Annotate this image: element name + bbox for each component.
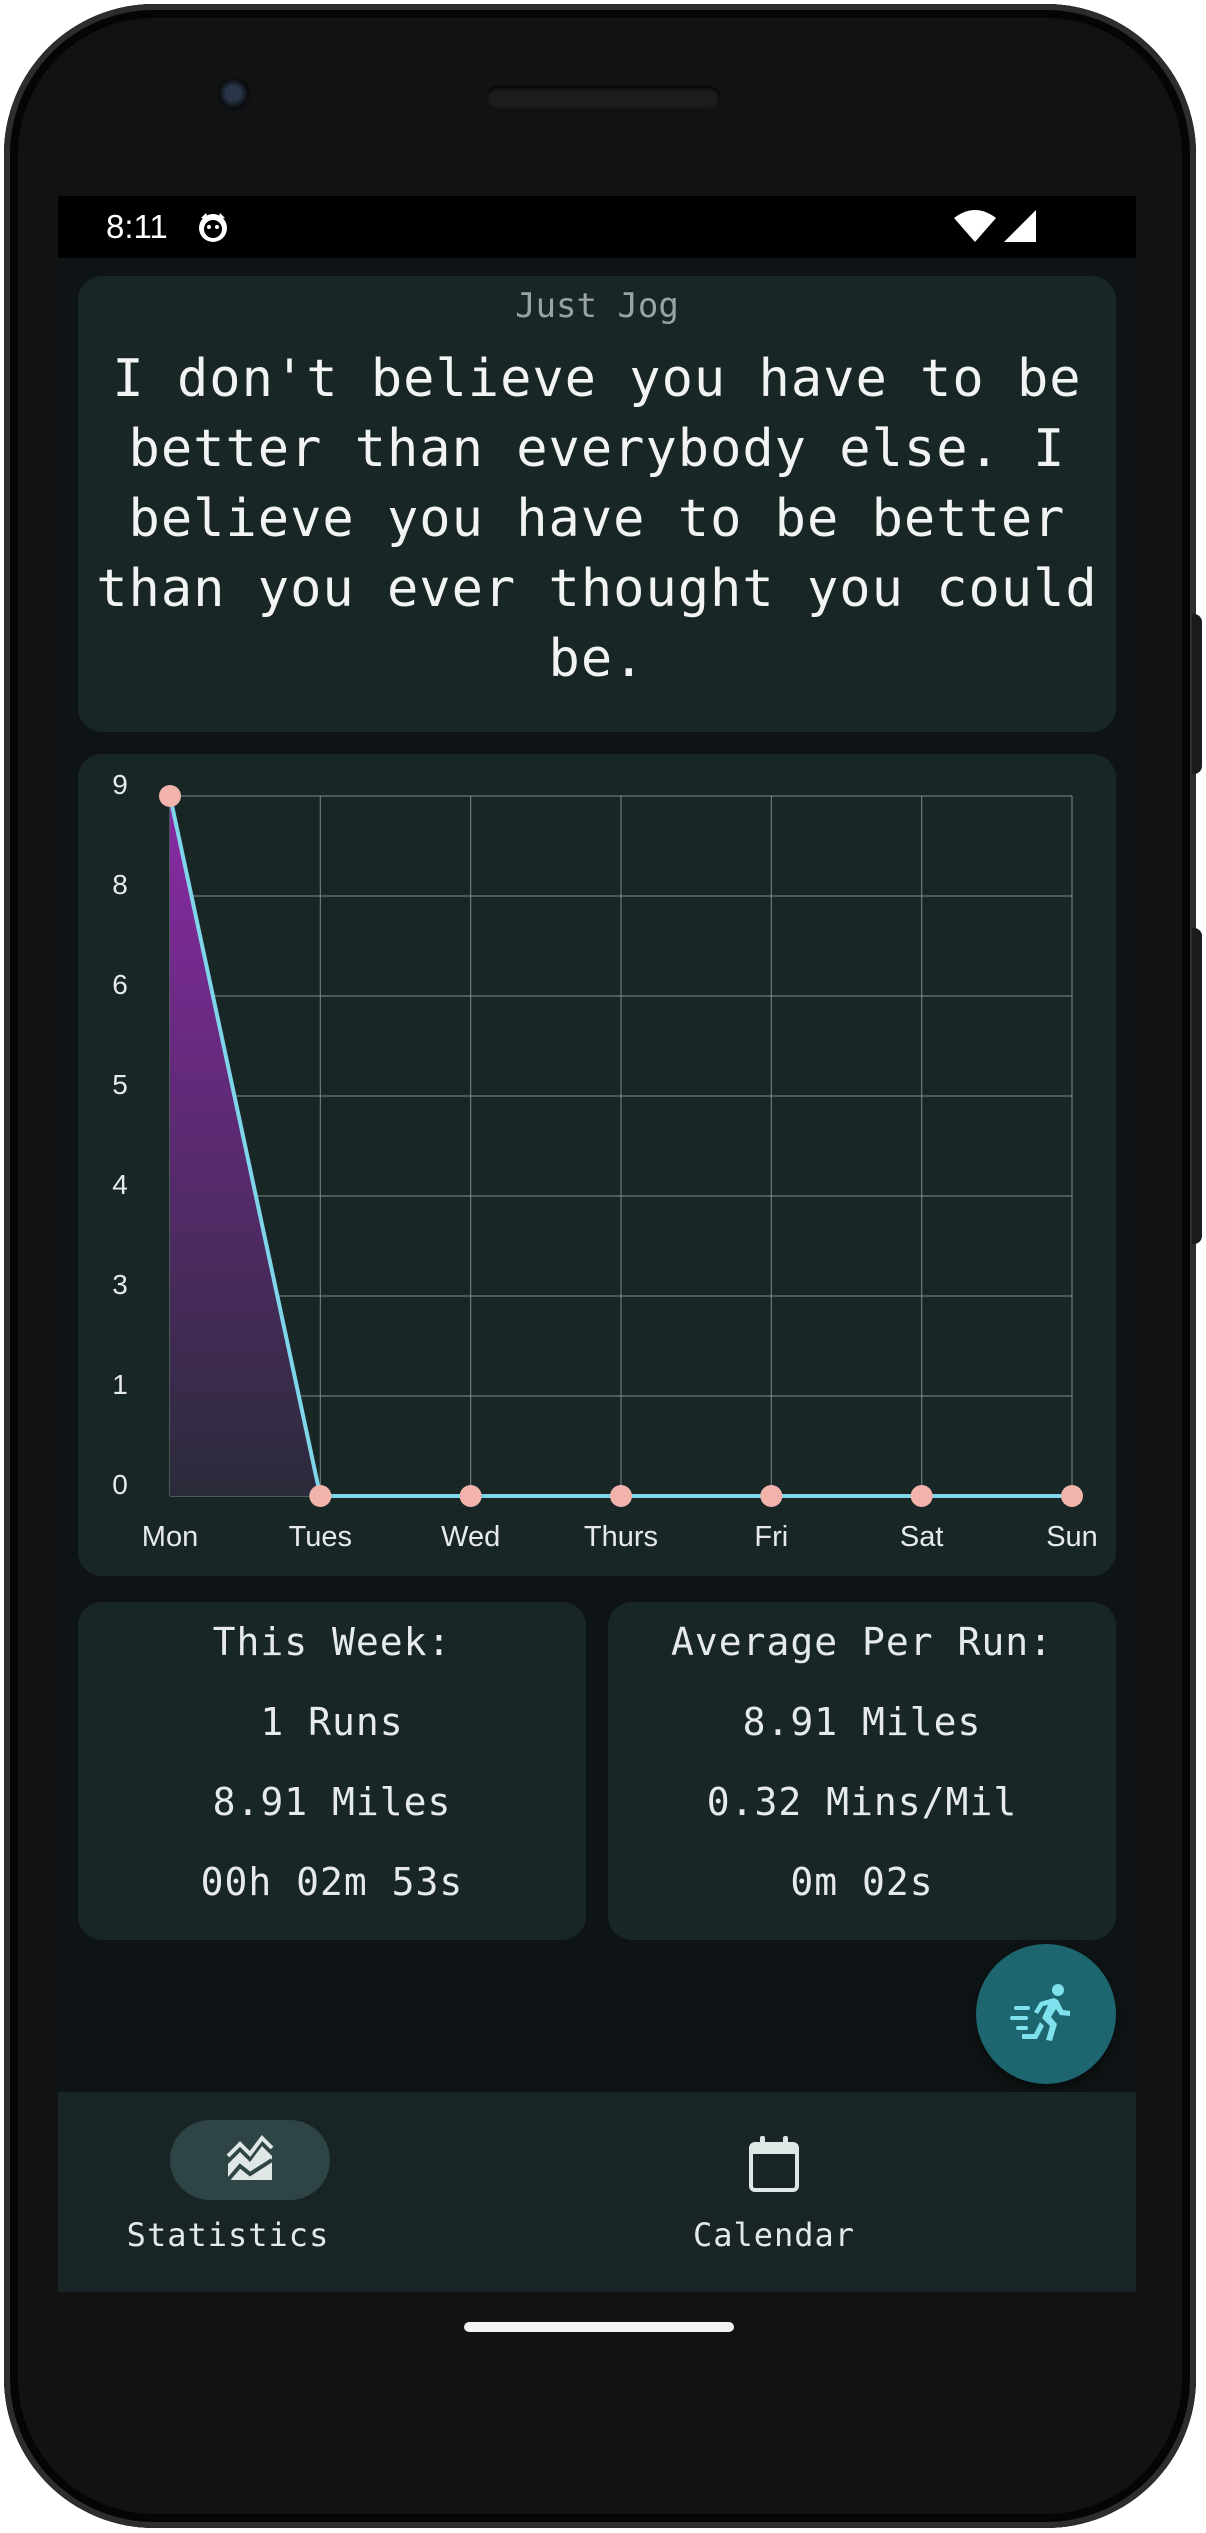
screen: 8:11 Just Jog I don't believe you have t… bbox=[58, 196, 1136, 2292]
nav-label-statistics: Statistics bbox=[126, 2216, 330, 2254]
average-pace: 0.32 Mins/Mil bbox=[706, 1780, 1018, 1824]
average-title: Average Per Run: bbox=[670, 1620, 1054, 1664]
nav-item-statistics[interactable]: Statistics bbox=[78, 2092, 378, 2292]
power-button bbox=[1192, 614, 1202, 774]
this-week-duration: 00h 02m 53s bbox=[200, 1860, 464, 1904]
nav-label-calendar: Calendar bbox=[692, 2216, 856, 2254]
start-run-button[interactable] bbox=[976, 1944, 1116, 2084]
running-person-icon bbox=[1010, 1984, 1070, 2041]
status-bar: 8:11 bbox=[58, 196, 1136, 258]
x-axis-tick-label: Mon bbox=[142, 1521, 198, 1553]
y-axis-tick-label: 4 bbox=[112, 1169, 128, 1200]
x-axis-tick-label: Wed bbox=[441, 1521, 500, 1553]
chart-data-point bbox=[159, 785, 181, 807]
volume-button bbox=[1192, 928, 1202, 1244]
front-camera bbox=[218, 78, 252, 112]
x-axis-tick-label: Tues bbox=[289, 1521, 352, 1553]
nav-selected-indicator bbox=[170, 2120, 330, 2200]
y-axis-tick-label: 5 bbox=[112, 1069, 128, 1100]
chart-data-point bbox=[1061, 1485, 1083, 1507]
average-per-run-card: Average Per Run: 8.91 Miles 0.32 Mins/Mi… bbox=[608, 1602, 1116, 1940]
motivational-quote: I don't believe you have to be better th… bbox=[96, 349, 1098, 689]
y-axis-tick-label: 0 bbox=[112, 1469, 128, 1500]
x-axis-tick-label: Thurs bbox=[584, 1521, 658, 1553]
this-week-title: This Week: bbox=[212, 1620, 452, 1664]
this-week-miles: 8.91 Miles bbox=[212, 1780, 452, 1824]
y-axis-tick-label: 3 bbox=[112, 1269, 128, 1300]
x-axis-tick-label: Sat bbox=[900, 1521, 944, 1553]
y-axis-tick-label: 6 bbox=[112, 969, 128, 1000]
chart-data-point bbox=[309, 1485, 332, 1507]
calendar-icon bbox=[749, 2136, 799, 2192]
earpiece-speaker bbox=[486, 86, 720, 108]
signal-icon bbox=[1004, 210, 1036, 242]
x-axis-tick-label: Sun bbox=[1046, 1521, 1098, 1553]
y-axis-tick-label: 8 bbox=[112, 869, 128, 900]
bottom-navigation: Statistics Calendar bbox=[58, 2092, 1136, 2292]
nav-item-calendar[interactable]: Calendar bbox=[624, 2092, 924, 2292]
chart-data-point bbox=[610, 1485, 632, 1507]
chart-area-fill bbox=[170, 796, 1072, 1496]
this-week-card: This Week: 1 Runs 8.91 Miles 00h 02m 53s bbox=[78, 1602, 586, 1940]
chart-data-point bbox=[910, 1485, 933, 1507]
chart-icon bbox=[226, 2134, 274, 2182]
x-axis-tick-label: Fri bbox=[754, 1521, 788, 1553]
quote-card: Just Jog I don't believe you have to be … bbox=[78, 276, 1116, 732]
notification-app-icon bbox=[199, 213, 227, 242]
app-content: Just Jog I don't believe you have to be … bbox=[58, 258, 1136, 2092]
home-indicator bbox=[464, 2322, 734, 2332]
average-miles: 8.91 Miles bbox=[742, 1700, 982, 1744]
wifi-icon bbox=[954, 210, 996, 242]
y-axis-tick-label: 9 bbox=[112, 769, 128, 800]
weekly-distance-chart: 9 8 6 5 4 3 1 0 Mon Tues Wed Thurs Fri Sat Sun bbox=[112, 769, 1098, 1553]
status-time: 8:11 bbox=[106, 208, 168, 245]
average-time: 0m 02s bbox=[790, 1860, 934, 1904]
chart-data-point bbox=[760, 1485, 783, 1507]
chart-data-point bbox=[459, 1485, 482, 1507]
this-week-runs: 1 Runs bbox=[260, 1700, 404, 1744]
y-axis-tick-label: 1 bbox=[112, 1369, 128, 1400]
weekly-chart-card: 9 8 6 5 4 3 1 0 Mon Tues Wed Thurs Fri Sat Sun bbox=[78, 754, 1116, 1576]
app-title: Just Jog bbox=[515, 286, 679, 326]
